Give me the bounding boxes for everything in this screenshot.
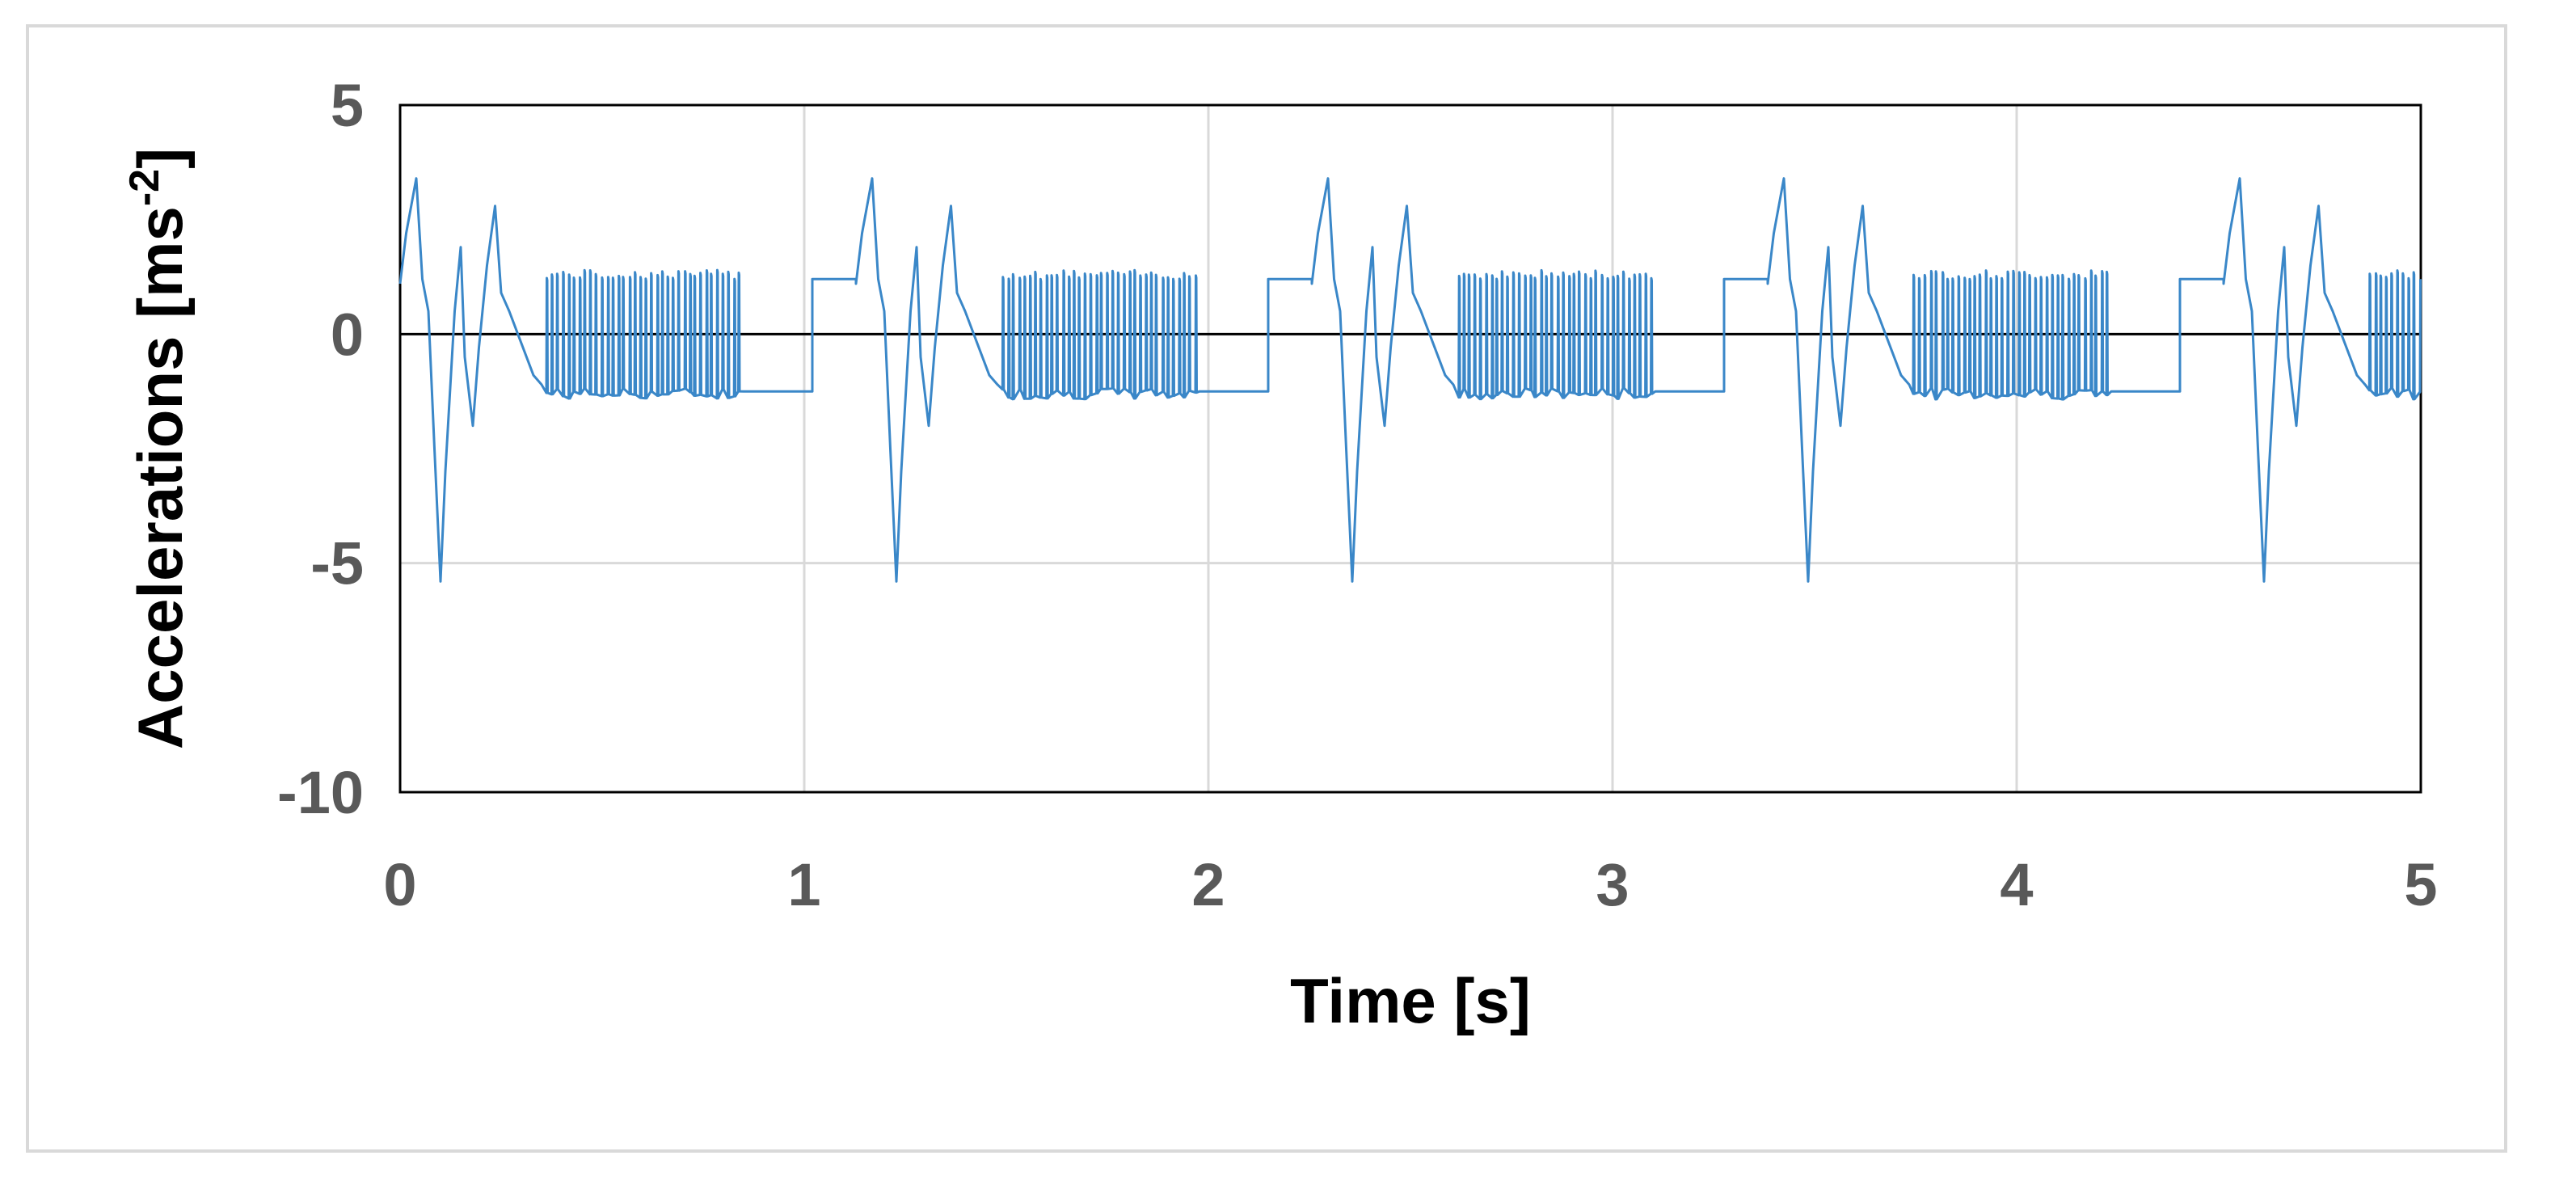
y-tick-label-2: -5 <box>310 530 364 597</box>
y-tick-label-1: 0 <box>331 301 364 368</box>
x-tick-label-3: 3 <box>1596 851 1629 918</box>
x-tick-label-4: 4 <box>2000 851 2033 918</box>
x-tick-labels: 0 1 2 3 4 5 <box>383 851 2437 918</box>
y-tick-label-0: 5 <box>331 72 364 139</box>
x-tick-label-1: 1 <box>787 851 820 918</box>
x-tick-label-0: 0 <box>383 851 416 918</box>
y-axis-title: Accelerations [ms-2] <box>121 148 196 749</box>
y-tick-labels: 5 0 -5 -10 <box>277 72 364 826</box>
chart-frame <box>26 24 2507 1153</box>
x-tick-label-2: 2 <box>1191 851 1225 918</box>
plot-area <box>398 103 2422 794</box>
series-group <box>398 177 2422 583</box>
x-tick-label-5: 5 <box>2404 851 2437 918</box>
y-axis-title-end: ] <box>124 148 196 169</box>
y-axis-title-main: Accelerations [ms <box>124 206 196 749</box>
acceleration-series-line <box>398 177 2422 583</box>
grid <box>398 103 2422 794</box>
y-tick-label-3: -10 <box>277 759 364 826</box>
y-axis-title-superscript: -2 <box>121 169 168 206</box>
x-axis-title: Time [s] <box>1290 965 1531 1036</box>
